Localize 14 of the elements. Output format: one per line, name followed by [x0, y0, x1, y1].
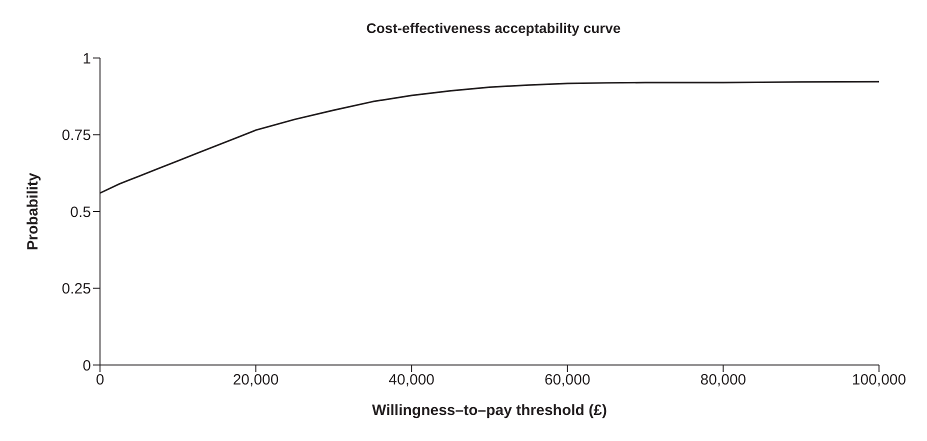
chart-title: Cost-effectiveness acceptability curve [365, 19, 622, 36]
x-tick-label: 100,000 [852, 372, 906, 389]
y-tick-label: 0 [82, 357, 91, 374]
y-tick-label: 0.5 [70, 204, 91, 221]
x-axis-title: Willingness–to–pay threshold (£) [372, 402, 607, 419]
x-tick-label: 20,000 [232, 372, 279, 389]
y-tick-label: 0.25 [62, 280, 91, 298]
y-tick-label: 1 [82, 50, 91, 68]
y-tick-label: 0.75 [62, 127, 91, 144]
y-axis-title: Probability [24, 172, 42, 250]
x-tick-label: 60,000 [544, 372, 590, 389]
x-tick-label: 0 [96, 372, 104, 389]
x-tick-label: 80,000 [700, 372, 746, 389]
x-tick-label: 40,000 [388, 372, 435, 389]
